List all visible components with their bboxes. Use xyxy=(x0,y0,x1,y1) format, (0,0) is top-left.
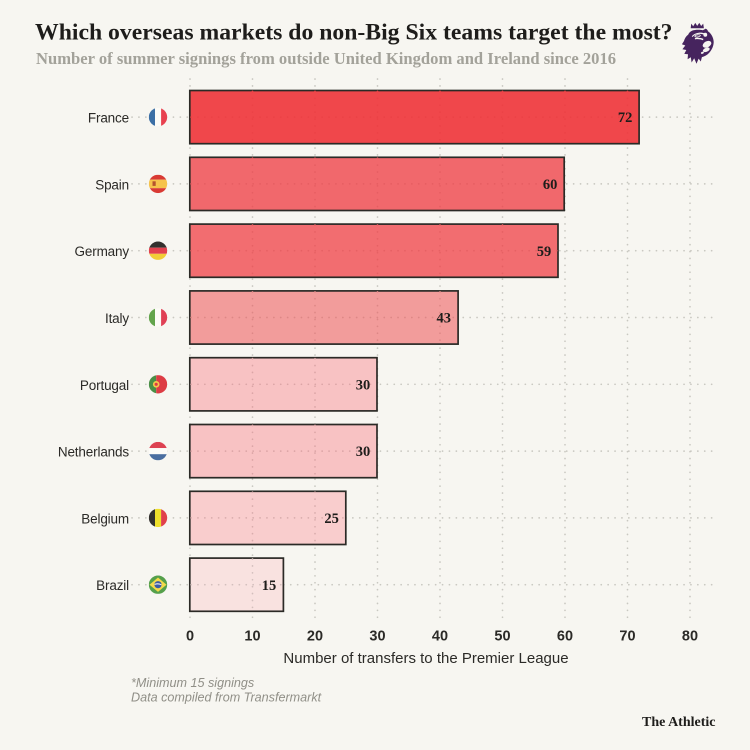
svg-text:70: 70 xyxy=(619,629,635,645)
svg-text:Number of transfers to the Pre: Number of transfers to the Premier Leagu… xyxy=(283,650,568,667)
svg-text:25: 25 xyxy=(324,511,339,527)
svg-text:60: 60 xyxy=(543,177,558,193)
svg-text:*Minimum 15 signings: *Minimum 15 signings xyxy=(131,676,255,690)
svg-text:20: 20 xyxy=(307,629,323,645)
svg-text:40: 40 xyxy=(432,629,448,645)
svg-text:Which overseas markets do non-: Which overseas markets do non-Big Six te… xyxy=(35,20,673,46)
svg-text:30: 30 xyxy=(356,377,371,393)
svg-text:Spain: Spain xyxy=(95,177,129,192)
svg-text:Belgium: Belgium xyxy=(81,511,129,526)
svg-text:10: 10 xyxy=(244,629,260,645)
svg-text:50: 50 xyxy=(494,629,510,645)
svg-text:Italy: Italy xyxy=(105,311,129,326)
svg-text:30: 30 xyxy=(369,629,385,645)
svg-text:Germany: Germany xyxy=(75,244,130,259)
svg-text:0: 0 xyxy=(186,629,194,645)
svg-text:59: 59 xyxy=(537,244,552,260)
svg-text:30: 30 xyxy=(356,444,371,460)
svg-text:Portugal: Portugal xyxy=(80,378,129,393)
svg-text:72: 72 xyxy=(618,110,633,126)
svg-text:Netherlands: Netherlands xyxy=(58,445,130,460)
svg-text:Number of summer signings from: Number of summer signings from outside U… xyxy=(36,49,616,68)
svg-text:60: 60 xyxy=(557,629,573,645)
svg-text:The Athletic: The Athletic xyxy=(642,715,716,730)
svg-text:43: 43 xyxy=(437,311,452,327)
svg-text:80: 80 xyxy=(682,629,698,645)
svg-text:15: 15 xyxy=(262,578,277,594)
svg-text:Brazil: Brazil xyxy=(96,578,129,593)
svg-text:France: France xyxy=(88,111,129,126)
svg-text:Data compiled from Transfermar: Data compiled from Transfermarkt xyxy=(131,691,322,705)
